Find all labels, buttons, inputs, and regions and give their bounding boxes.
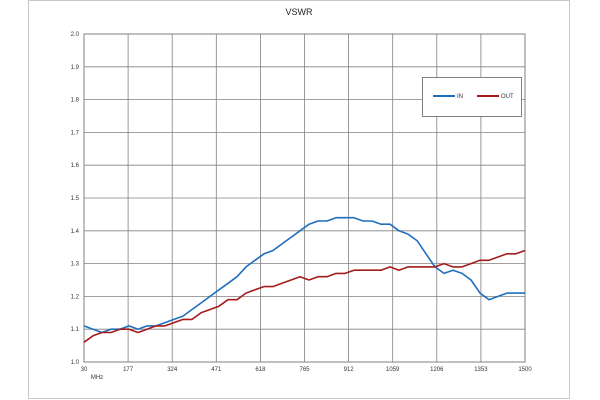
chart-frame bbox=[28, 0, 570, 399]
x-tick-label: 912 bbox=[344, 367, 355, 373]
y-tick-label: 1.5 bbox=[71, 196, 80, 202]
y-tick-label: 1.7 bbox=[71, 130, 80, 136]
legend-item-out: OUT bbox=[477, 94, 514, 102]
x-tick-label: 1059 bbox=[386, 367, 400, 373]
y-tick-label: 1.2 bbox=[71, 294, 80, 300]
chart-title: VSWR bbox=[285, 7, 313, 17]
x-tick-label: 765 bbox=[299, 367, 310, 373]
y-tick-label: 1.6 bbox=[71, 163, 80, 169]
legend-label-out: OUT bbox=[501, 94, 514, 100]
legend-item-in: IN bbox=[433, 94, 463, 102]
x-tick-label: 1206 bbox=[430, 367, 444, 373]
x-tick-label: 618 bbox=[255, 367, 266, 373]
legend-swatch-out bbox=[477, 95, 499, 98]
legend-swatch-in bbox=[433, 95, 455, 98]
x-tick-label: 471 bbox=[211, 367, 222, 373]
y-tick-label: 1.9 bbox=[71, 65, 80, 71]
series-line-out bbox=[83, 249, 526, 343]
x-unit-label: MHz bbox=[91, 375, 103, 381]
x-tick-label: 30 bbox=[81, 367, 88, 373]
x-tick-label: 1353 bbox=[474, 367, 488, 373]
y-tick-label: 1.1 bbox=[71, 327, 80, 333]
x-tick-label: 324 bbox=[167, 367, 178, 373]
legend: IN OUT bbox=[422, 77, 522, 117]
y-tick-label: 1.0 bbox=[71, 360, 80, 366]
y-tick-label: 2.0 bbox=[71, 32, 80, 38]
x-tick-label: 177 bbox=[123, 367, 134, 373]
legend-label-in: IN bbox=[457, 94, 463, 100]
y-tick-label: 1.3 bbox=[71, 262, 80, 268]
y-tick-label: 1.4 bbox=[71, 229, 80, 235]
y-tick-label: 1.8 bbox=[71, 98, 80, 104]
x-tick-label: 1500 bbox=[518, 367, 532, 373]
